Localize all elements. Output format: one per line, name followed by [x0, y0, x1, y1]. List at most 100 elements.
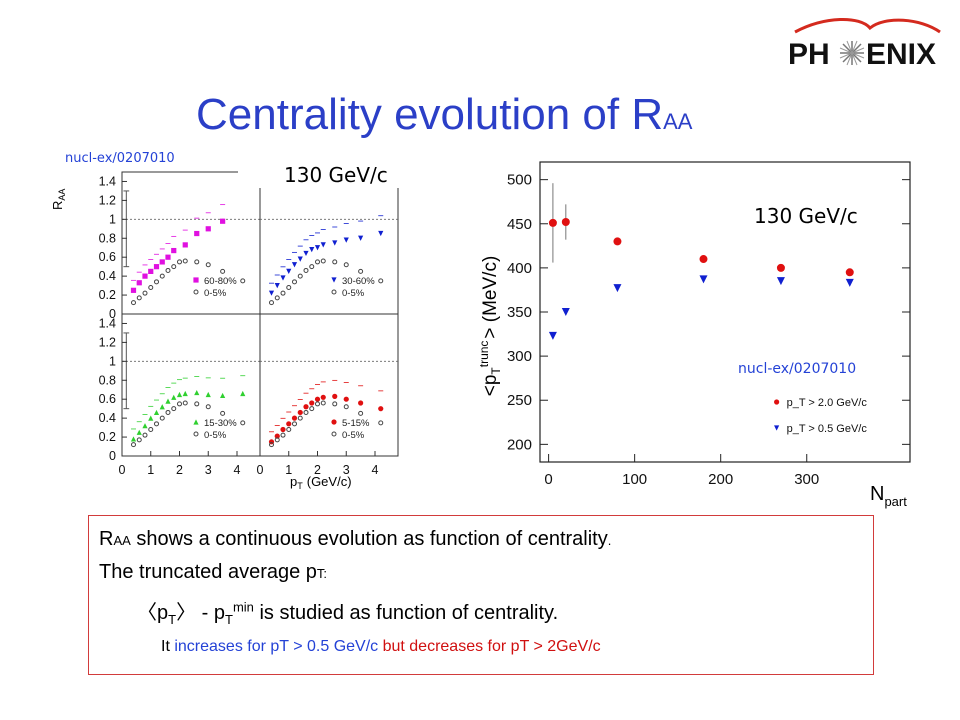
panel-frame — [259, 313, 399, 457]
legend-marker — [193, 277, 199, 283]
summary-box: RAA shows a continuous evolution as func… — [88, 515, 874, 675]
x-tick-label: 2 — [176, 463, 183, 477]
data-point — [699, 275, 708, 284]
data-point — [136, 437, 142, 443]
x-tick-label: 0 — [257, 463, 264, 477]
right-ylabel: <pTtrunc> (MeV/c) — [478, 256, 503, 397]
data-point — [303, 404, 309, 410]
right-frame: 200 250 300 350 400 450 500 0 100 200 300 — [507, 161, 911, 488]
y-tick-label: 0.2 — [99, 430, 116, 444]
y-tick-label: 0.2 — [99, 288, 116, 302]
data-point — [274, 295, 280, 301]
data-point — [171, 406, 177, 412]
data-point — [153, 264, 160, 270]
right-energy-label: 130 GeV/c — [754, 204, 858, 228]
sunburst-icon — [839, 40, 865, 66]
data-point — [378, 230, 384, 237]
data-point — [343, 396, 349, 402]
y-tick-label: 1.4 — [99, 316, 116, 330]
data-point — [776, 263, 785, 272]
x-tick-label: 2 — [314, 463, 321, 477]
legend-marker — [193, 289, 199, 295]
data-point — [240, 278, 246, 284]
data-point — [182, 400, 188, 406]
data-point — [613, 284, 622, 293]
y-tick-label: 1.4 — [99, 174, 116, 188]
data-point — [297, 273, 303, 279]
data-point — [303, 409, 309, 415]
left-frame: 1.41.210.80.60.40.201.41.210.80.60.40.20… — [99, 171, 399, 477]
y-tick-label: 250 — [507, 392, 532, 409]
data-point — [142, 273, 148, 279]
data-point — [320, 400, 326, 406]
x-tick-label: 4 — [234, 463, 241, 477]
data-point — [182, 258, 188, 264]
data-point — [131, 300, 136, 306]
data-point — [280, 432, 286, 438]
data-point — [303, 267, 309, 273]
summary-line-3: 〈pT〉 - pTmin is studied as function of c… — [137, 599, 559, 627]
x-tick-label: 3 — [205, 463, 212, 477]
data-point — [171, 264, 177, 270]
right-marks: p_T > 2.0 GeV/c p_T > 0.5 GeV/c — [548, 183, 868, 435]
data-point — [845, 268, 854, 277]
y-tick-label: 1.2 — [99, 193, 116, 207]
y-tick-label: 0 — [109, 449, 116, 463]
data-point — [320, 394, 326, 400]
data-point — [130, 436, 137, 442]
data-point — [220, 410, 226, 416]
data-point — [269, 442, 274, 448]
legend-label: 0-5% — [204, 430, 227, 441]
legend-label: 5-15% — [342, 418, 370, 429]
y-tick-label: 0 — [109, 307, 116, 321]
x-tick-label: 0 — [544, 471, 552, 488]
data-point — [165, 254, 171, 260]
legend-label: p_T > 2.0 GeV/c — [787, 397, 868, 409]
data-point — [292, 279, 297, 285]
data-point — [142, 290, 148, 296]
data-point — [154, 421, 159, 427]
data-point — [286, 284, 292, 290]
data-point — [358, 410, 364, 416]
data-point — [268, 290, 275, 296]
data-point — [286, 426, 292, 432]
data-point — [314, 396, 321, 402]
data-point — [205, 391, 211, 398]
data-point — [315, 401, 320, 407]
data-point — [159, 273, 165, 279]
data-point — [177, 259, 182, 265]
legend-marker — [331, 277, 337, 283]
x-tick-label: 0 — [119, 463, 126, 477]
data-point — [131, 442, 136, 448]
left-marks: 60-80%0-5%30-60%0-5%15-30%0-5%5-15%0-5% — [130, 204, 384, 448]
x-tick-label: 1 — [147, 463, 154, 477]
data-point — [343, 404, 349, 410]
data-point — [280, 290, 286, 296]
data-point — [845, 278, 854, 287]
data-point — [315, 259, 320, 265]
legend-label: 0-5% — [204, 288, 227, 299]
data-point — [171, 247, 177, 254]
data-point — [159, 415, 165, 421]
data-point — [194, 259, 200, 265]
data-point — [205, 404, 211, 410]
data-point — [165, 267, 171, 273]
y-tick-label: 0.4 — [99, 411, 116, 425]
data-point — [291, 415, 298, 421]
data-point — [148, 268, 154, 274]
data-point — [776, 277, 785, 286]
data-point — [297, 256, 303, 262]
data-point — [303, 250, 309, 257]
data-point — [332, 259, 338, 265]
data-point — [136, 295, 142, 301]
y-tick-label: 1.2 — [99, 335, 116, 349]
data-point — [159, 404, 165, 410]
y-tick-label: 1 — [109, 212, 116, 226]
data-point — [274, 433, 280, 439]
x-tick-label: 100 — [622, 471, 647, 488]
data-point — [286, 268, 292, 274]
legend-marker — [331, 419, 337, 425]
data-point — [205, 262, 211, 268]
data-point — [378, 420, 384, 426]
legend-marker — [331, 289, 337, 295]
